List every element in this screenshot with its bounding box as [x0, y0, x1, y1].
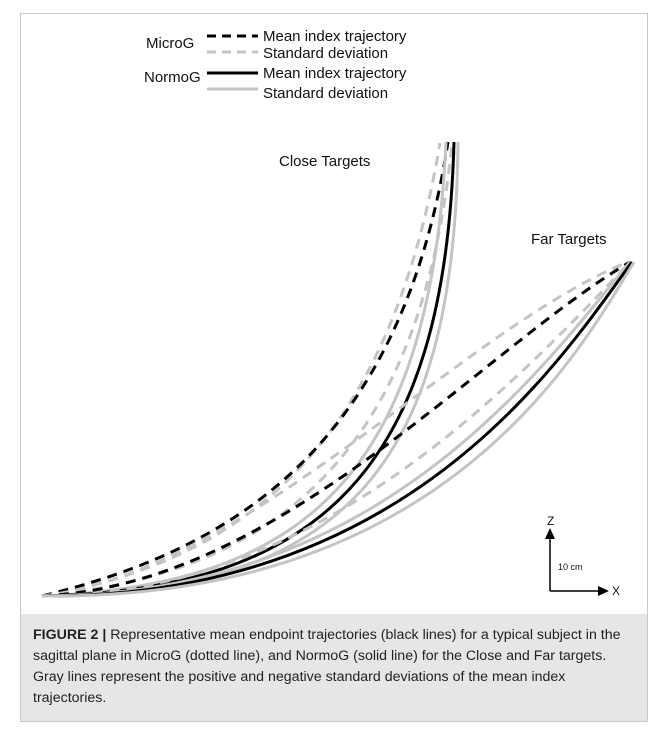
legend: MicroG Mean index trajectory Standard de… [144, 28, 407, 102]
caption-label: FIGURE 2 | [33, 627, 107, 643]
far-normog-sd-outer [41, 261, 636, 598]
close-microg-sd-outer [41, 142, 442, 598]
trajectory-figure: MicroG Mean index trajectory Standard de… [41, 28, 636, 598]
far-targets-label: Far Targets [531, 231, 607, 248]
z-axis-label: Z [547, 514, 554, 528]
x-axis-arrowhead [598, 586, 609, 596]
legend-entry-microg-sd: Standard deviation [263, 45, 388, 62]
close-normog-sd-inner [41, 141, 448, 598]
far-targets-trajectories [41, 260, 636, 598]
legend-group-normog: NormoG [144, 69, 201, 86]
z-axis-arrowhead [545, 528, 555, 539]
legend-entry-microg-mean: Mean index trajectory [263, 28, 407, 45]
close-microg-sd-inner [41, 142, 454, 598]
close-targets-label: Close Targets [279, 153, 370, 170]
far-microg-sd-outer [41, 260, 629, 598]
figure-caption-box: FIGURE 2 | Representative mean endpoint … [21, 614, 647, 721]
legend-group-microg: MicroG [146, 35, 194, 52]
caption-text: Representative mean endpoint trajectorie… [33, 627, 621, 706]
x-axis-label: X [612, 584, 620, 598]
legend-entry-normog-sd: Standard deviation [263, 85, 388, 102]
close-normog-mean [41, 141, 456, 598]
figure-caption: FIGURE 2 | Representative mean endpoint … [33, 625, 635, 709]
far-normog-sd-inner [41, 261, 632, 598]
axis-indicator: Z X 10 cm [545, 514, 620, 598]
far-microg-sd-inner [41, 260, 632, 598]
legend-entry-normog-mean: Mean index trajectory [263, 65, 407, 82]
scale-label: 10 cm [558, 562, 583, 572]
close-targets-trajectories [41, 141, 460, 598]
far-microg-mean [41, 260, 631, 598]
far-normog-mean [41, 261, 634, 598]
close-microg-mean [41, 141, 450, 598]
figure-frame [20, 13, 648, 722]
